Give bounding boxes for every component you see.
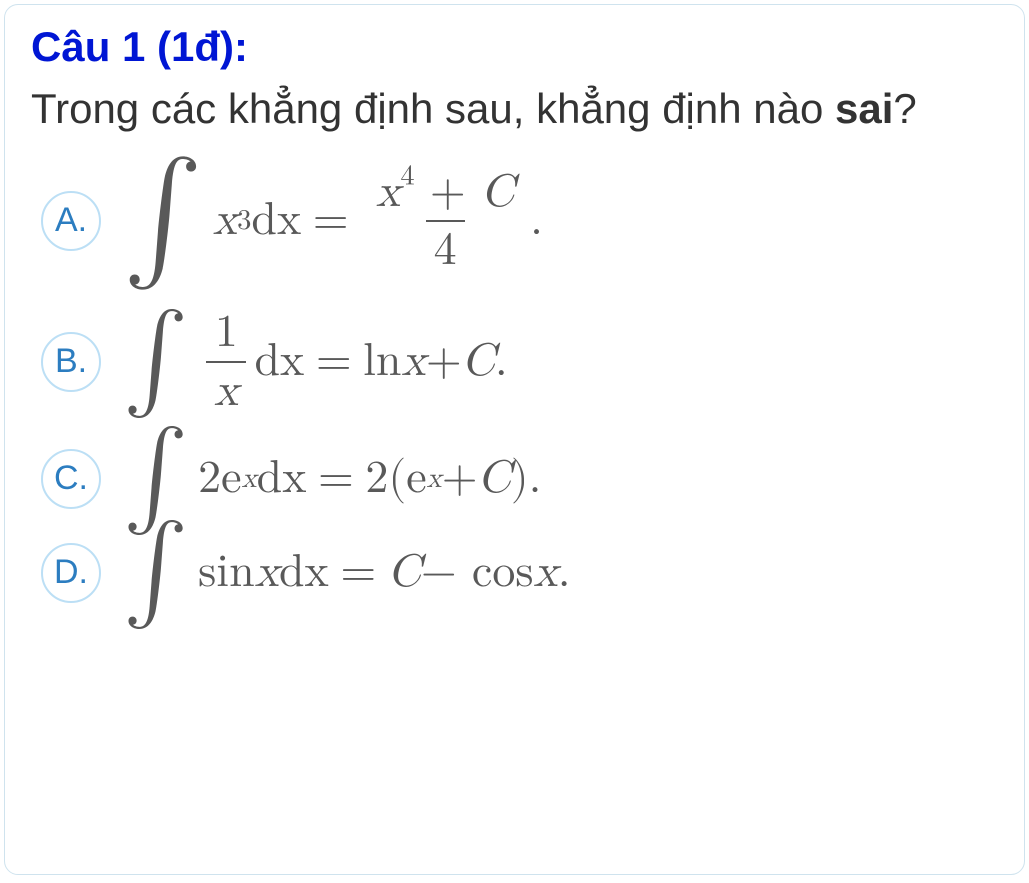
fd-eq: =	[340, 545, 376, 600]
fd-rhs-b: − cos	[421, 545, 534, 600]
fd-lhs-a: sin	[198, 545, 255, 600]
fb-dx: dx	[254, 334, 304, 389]
integral-icon: ∫	[123, 181, 203, 253]
fb-eq: =	[316, 334, 352, 389]
option-a-formula: ∫ x3dx = x4 + C 4 .	[123, 168, 543, 275]
fa-den: 4	[426, 220, 465, 274]
fa-dx: dx	[251, 193, 301, 248]
options-list: A. ∫ x3dx = x4 + C 4 . B. ∫ 1	[31, 168, 998, 603]
fd-lhs-b: x	[255, 545, 279, 600]
fc-lhs-a: 2e	[198, 451, 241, 506]
fb-num: 1	[207, 308, 246, 360]
fa-num-c: C	[481, 169, 514, 215]
fb-rhs-a: ln	[363, 334, 401, 389]
fd-rhs-c: x	[533, 545, 557, 600]
fd-rhs-a: C	[388, 545, 421, 600]
fa-num-exp: 4	[400, 161, 414, 190]
option-c-formula: ∫ 2exdx = 2(ex + C).	[123, 449, 541, 508]
option-b-formula: ∫ 1 x dx = ln x + C.	[123, 308, 508, 415]
fc-tail: .	[529, 451, 542, 506]
fa-num-a: x	[376, 169, 400, 215]
option-c-badge: C.	[41, 449, 101, 509]
fa-var: x	[213, 193, 237, 248]
integral-icon: ∫	[123, 541, 188, 600]
prompt-bold: sai	[835, 85, 893, 132]
fb-frac: 1 x	[206, 308, 246, 415]
option-a[interactable]: A. ∫ x3dx = x4 + C 4 .	[41, 168, 998, 275]
option-a-badge: A.	[41, 191, 101, 251]
prompt-pre: Trong các khẳng định sau, khẳng định nào	[31, 85, 835, 132]
option-b[interactable]: B. ∫ 1 x dx = ln x + C.	[41, 308, 998, 415]
fa-eq: =	[313, 193, 349, 248]
prompt-post: ?	[893, 85, 916, 132]
option-d-formula: ∫ sin xdx = C − cos x.	[123, 543, 571, 602]
fb-rhs-b: x	[402, 334, 426, 389]
fc-eq: =	[318, 451, 354, 506]
fd-dx: dx	[279, 545, 329, 600]
question-prompt: Trong các khẳng định sau, khẳng định nào…	[31, 81, 998, 138]
fa-frac: x4 + C 4	[368, 168, 522, 275]
fc-rhs-d: )	[511, 451, 529, 506]
fb-tail: .	[495, 334, 508, 389]
fb-den: x	[206, 361, 246, 415]
option-c[interactable]: C. ∫ 2exdx = 2(ex + C).	[41, 449, 998, 509]
fb-rhs-d: C	[462, 334, 495, 389]
fc-rhs-a: 2(e	[365, 451, 426, 506]
fc-rhs-b: +	[442, 451, 478, 506]
option-b-badge: B.	[41, 332, 101, 392]
option-d-badge: D.	[41, 543, 101, 603]
integral-icon: ∫	[123, 447, 188, 506]
fa-tail: .	[530, 193, 543, 248]
question-card: Câu 1 (1đ): Trong các khẳng định sau, kh…	[4, 4, 1025, 875]
option-d[interactable]: D. ∫ sin xdx = C − cos x.	[41, 543, 998, 603]
fb-rhs-c: +	[426, 334, 462, 389]
fa-num-b: +	[415, 169, 481, 215]
integral-icon: ∫	[123, 330, 188, 389]
fc-rhs-c: C	[478, 451, 511, 506]
fc-dx: dx	[257, 451, 307, 506]
question-title: Câu 1 (1đ):	[31, 23, 998, 71]
fd-tail: .	[558, 545, 571, 600]
